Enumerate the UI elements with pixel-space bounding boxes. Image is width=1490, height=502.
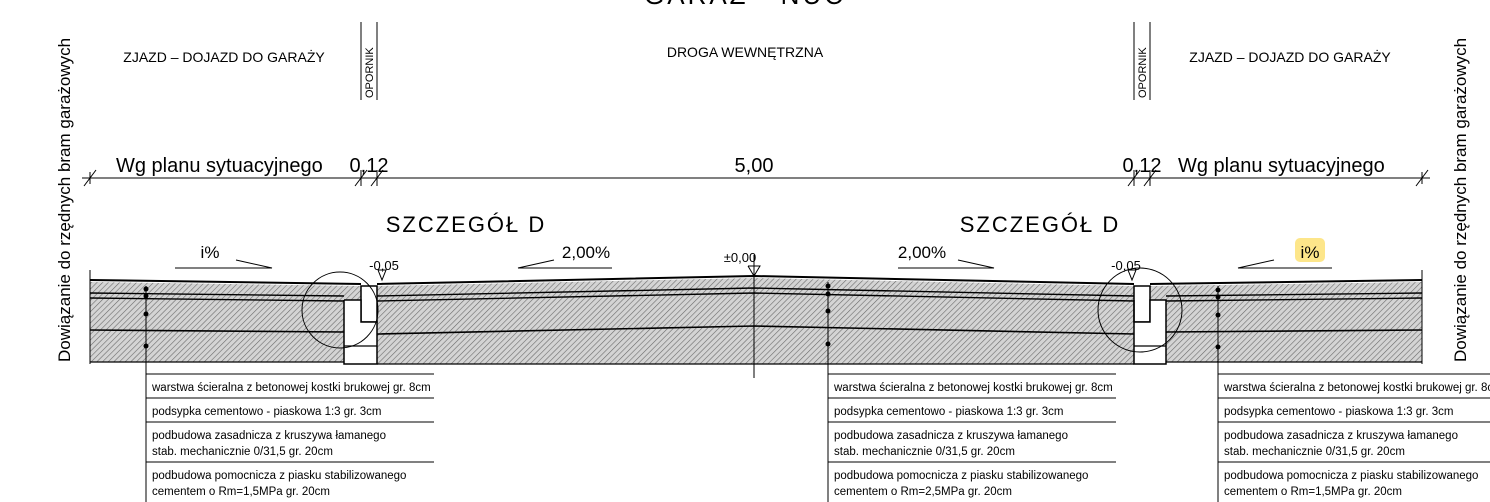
right-layer-4b: cementem o Rm=1,5MPa gr. 20cm: [1224, 486, 1402, 498]
right-layer-table: warstwa ścieralna z betonowej kostki bru…: [1217, 373, 1490, 502]
left-layer-3a: podbudowa zasadnicza z kruszywa łamanego: [152, 430, 386, 442]
left-opornik-marker: OPORNIK: [360, 22, 378, 100]
right-road-slope: 2,00%: [898, 243, 995, 269]
left-detail-label: SZCZEGÓŁ D: [386, 212, 547, 237]
left-plan-dimension: Wg planu sytuacyjnego: [116, 155, 323, 177]
left-layer-1: warstwa ścieralna z betonowej kostki bru…: [151, 382, 431, 394]
right-layer-2: podsypka cementowo - piaskowa 1:3 gr. 3c…: [1224, 406, 1453, 418]
right-leader: [1215, 286, 1221, 378]
right-detail-label: SZCZEGÓŁ D: [960, 212, 1121, 237]
left-ramp-slope: i%: [175, 243, 273, 269]
road-width-dimension: 5,00: [735, 155, 774, 177]
center-layer-1: warstwa ścieralna z betonowej kostki bru…: [833, 382, 1113, 394]
left-curb-level: -0,05: [369, 258, 399, 273]
axis-level-label: ±0,00: [724, 250, 756, 265]
right-ramp-highlight: [1295, 238, 1325, 262]
center-zone-label: DROGA WEWNĘTRZNA: [667, 44, 824, 60]
right-curb: -0,05: [1097, 258, 1183, 365]
right-layer-3a: podbudowa zasadnicza z kruszywa łamanego: [1224, 430, 1458, 442]
right-zone-label: ZJAZD – DOJAZD DO GARAŻY: [1189, 48, 1391, 65]
right-plan-dimension: Wg planu sytuacyjnego: [1178, 155, 1385, 177]
right-road-slope-label: 2,00%: [898, 243, 946, 262]
left-curb-dimension: 0,12: [350, 155, 389, 177]
left-opornik-label: OPORNIK: [364, 47, 376, 98]
left-road-slope: 2,00%: [517, 243, 612, 269]
left-layer-3b: stab. mechanicznie 0/31,5 gr. 20cm: [152, 446, 333, 458]
right-side-note: Dowiązanie do rzędnych bram garażowych: [1451, 38, 1470, 362]
right-layer-1: warstwa ścieralna z betonowej kostki bru…: [1223, 382, 1490, 394]
left-curb: -0,05: [301, 258, 399, 365]
right-ramp-slope: i%: [1237, 238, 1332, 269]
center-layer-4a: podbudowa pomocnicza z piasku stabilizow…: [834, 470, 1088, 482]
right-opornik-label: OPORNIK: [1137, 47, 1149, 98]
left-side-note: Dowiązanie do rzędnych bram garażowych: [55, 38, 74, 362]
left-layer-table: warstwa ścieralna z betonowej kostki bru…: [145, 373, 434, 502]
dimension-line: [82, 169, 1430, 187]
center-layer-3b: stab. mechanicznie 0/31,5 gr. 20cm: [834, 446, 1015, 458]
center-layer-4b: cementem o Rm=2,5MPa gr. 20cm: [834, 486, 1012, 498]
left-zone-label: ZJAZD – DOJAZD DO GARAŻY: [123, 48, 325, 65]
center-leader: [825, 282, 831, 378]
left-layer-4a: podbudowa pomocnicza z piasku stabilizow…: [152, 470, 406, 482]
left-road-slope-label: 2,00%: [562, 243, 610, 262]
right-layer-4a: podbudowa pomocnicza z piasku stabilizow…: [1224, 470, 1478, 482]
right-ramp-slope-label: i%: [1301, 243, 1320, 262]
center-layer-3a: podbudowa zasadnicza z kruszywa łamanego: [834, 430, 1068, 442]
right-curb-level: -0,05: [1111, 258, 1141, 273]
center-layer-2: podsypka cementowo - piaskowa 1:3 gr. 3c…: [834, 406, 1063, 418]
right-opornik-marker: OPORNIK: [1133, 22, 1151, 100]
center-layer-table: warstwa ścieralna z betonowej kostki bru…: [827, 373, 1116, 502]
left-layer-2: podsypka cementowo - piaskowa 1:3 gr. 3c…: [152, 406, 381, 418]
axis-level-mark: ±0,00: [724, 250, 761, 277]
top-title: GARAŻ - NUC: [644, 0, 846, 10]
right-layer-3b: stab. mechanicznie 0/31,5 gr. 20cm: [1224, 446, 1405, 458]
left-leader: [143, 286, 149, 378]
left-ramp-slope-label: i%: [201, 243, 220, 262]
left-layer-4b: cementem o Rm=1,5MPa gr. 20cm: [152, 486, 330, 498]
right-curb-dimension: 0,12: [1123, 155, 1162, 177]
